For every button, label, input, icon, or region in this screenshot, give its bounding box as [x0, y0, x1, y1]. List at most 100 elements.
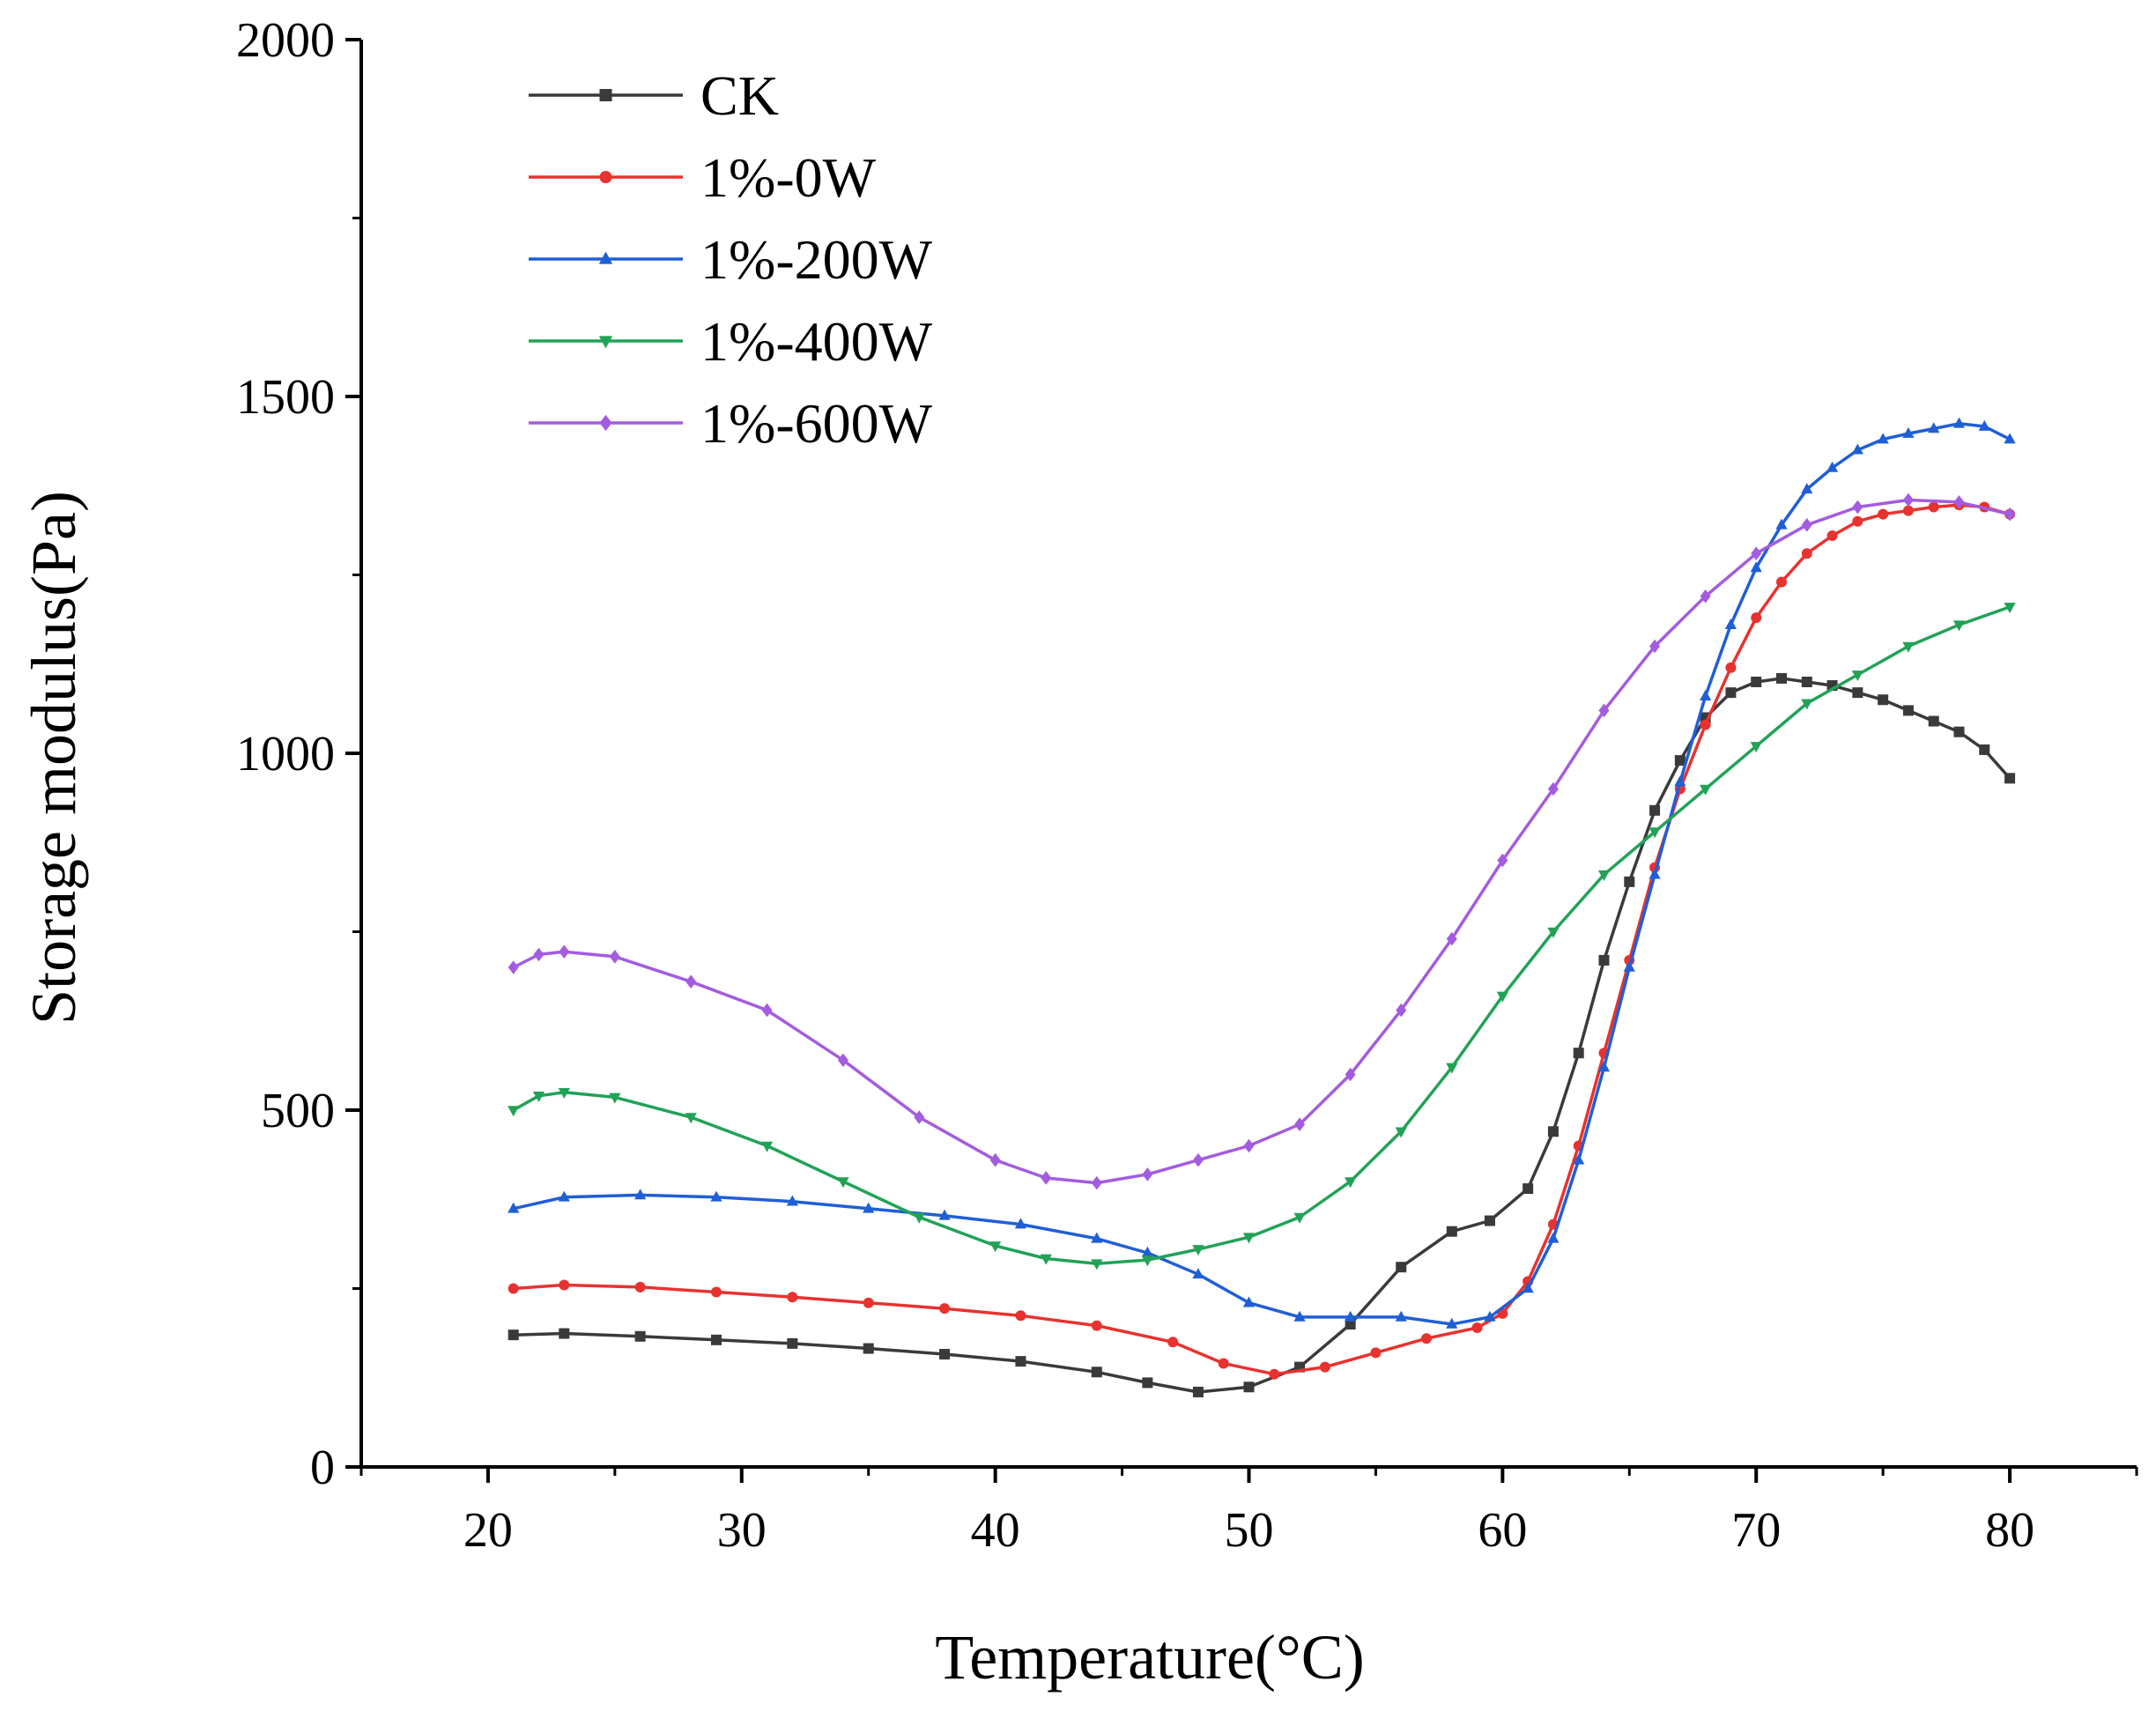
data-point [1928, 501, 1939, 513]
data-point [1750, 561, 1762, 573]
data-point [558, 1087, 570, 1099]
data-point [1649, 639, 1661, 654]
data-point [1751, 612, 1762, 624]
data-point [609, 1093, 621, 1104]
legend: CK 1%-0W 1%-200W 1%-400W 1%-600W [529, 64, 933, 455]
y-tick-label: 1000 [236, 727, 335, 781]
data-point [1902, 705, 1914, 716]
data-point [1598, 703, 1610, 718]
data-point [1484, 1310, 1496, 1322]
legend-label: 1%-0W [700, 146, 877, 209]
data-point [914, 1110, 925, 1124]
data-point [863, 1202, 875, 1213]
data-point [634, 1189, 647, 1200]
data-point [1091, 1175, 1102, 1190]
data-point [1801, 677, 1812, 687]
data-point [1345, 1067, 1356, 1082]
axes: 0 500 1000 1500 2000 20 30 40 50 60 70 80 [236, 13, 2138, 1558]
data-point [1953, 495, 1965, 509]
legend-entry: 1%-400W [529, 310, 933, 373]
data-point [1396, 1262, 1407, 1273]
data-point [1243, 1138, 1255, 1153]
series-2 [508, 500, 2016, 1380]
data-point [1700, 719, 1711, 730]
data-point [1446, 1063, 1458, 1074]
data-point [508, 1283, 519, 1294]
legend-marker [598, 251, 613, 264]
series-line [513, 503, 2011, 1376]
y-tick-label: 0 [310, 1441, 335, 1495]
x-tick-label: 80 [1985, 1503, 2034, 1558]
data-point [1446, 1317, 1458, 1329]
data-point [1497, 853, 1508, 868]
data-point [1725, 662, 1737, 673]
data-point [558, 1190, 570, 1202]
data-point [1751, 546, 1762, 560]
data-point [1141, 1255, 1153, 1267]
data-point [1801, 548, 1812, 559]
data-point [1775, 518, 1788, 530]
data-point [787, 1337, 798, 1349]
x-tick-label: 60 [1478, 1503, 1527, 1558]
series-line [512, 498, 2011, 1185]
data-point [2004, 603, 2016, 614]
data-point [1878, 508, 1889, 520]
data-point [1928, 422, 1940, 433]
x-tick-label: 50 [1225, 1503, 1274, 1558]
data-point [1877, 433, 1889, 444]
data-point [1091, 1259, 1103, 1270]
data-point [2004, 507, 2016, 522]
data-point [710, 1190, 722, 1202]
legend-label: 1%-200W [700, 228, 933, 291]
data-point [1015, 1310, 1026, 1322]
data-point [1345, 1310, 1357, 1322]
data-point [1345, 1319, 1356, 1330]
legend-entry: 1%-200W [529, 228, 933, 291]
data-point [1801, 518, 1812, 532]
data-point [1928, 715, 1939, 727]
data-point [1091, 1367, 1102, 1378]
data-point [1826, 530, 1838, 541]
data-point [1091, 1320, 1102, 1331]
data-point [1648, 868, 1661, 879]
series-line [513, 677, 2012, 1394]
data-point [1725, 687, 1737, 699]
legend-label: 1%-400W [700, 310, 933, 373]
data-point [1141, 1246, 1153, 1257]
data-point [1624, 876, 1635, 887]
data-point [1192, 1245, 1204, 1256]
data-point [1724, 618, 1737, 629]
data-point [1294, 1117, 1306, 1131]
data-point [1015, 1356, 1026, 1367]
series-4 [508, 603, 2016, 1270]
data-point [1396, 1003, 1407, 1018]
legend-marker [598, 336, 613, 349]
data-point [634, 1330, 646, 1342]
series-line [512, 605, 2011, 1265]
data-point [939, 1303, 951, 1315]
data-point [1700, 690, 1712, 700]
data-point [760, 1141, 774, 1152]
data-point [1573, 1048, 1584, 1059]
series-line [513, 422, 2011, 1326]
data-point [1242, 1233, 1256, 1244]
data-point [1547, 1126, 1559, 1137]
data-point [1395, 1310, 1407, 1322]
data-point [1902, 641, 1915, 653]
data-point [787, 1292, 798, 1303]
data-point [1395, 1127, 1407, 1138]
data-point [609, 950, 620, 964]
data-point [1142, 1377, 1153, 1389]
data-point [1801, 699, 1813, 710]
data-point [1826, 461, 1839, 472]
legend-label: CK [700, 64, 779, 127]
data-point [508, 1330, 519, 1341]
data-point [786, 1195, 798, 1206]
series-3 [508, 417, 2016, 1329]
legend-label: 1%-600W [700, 392, 933, 455]
data-point [1370, 1347, 1382, 1359]
data-point [1040, 1254, 1052, 1265]
data-point [2004, 773, 2016, 784]
data-point [939, 1349, 951, 1360]
series-layer [508, 417, 2016, 1397]
